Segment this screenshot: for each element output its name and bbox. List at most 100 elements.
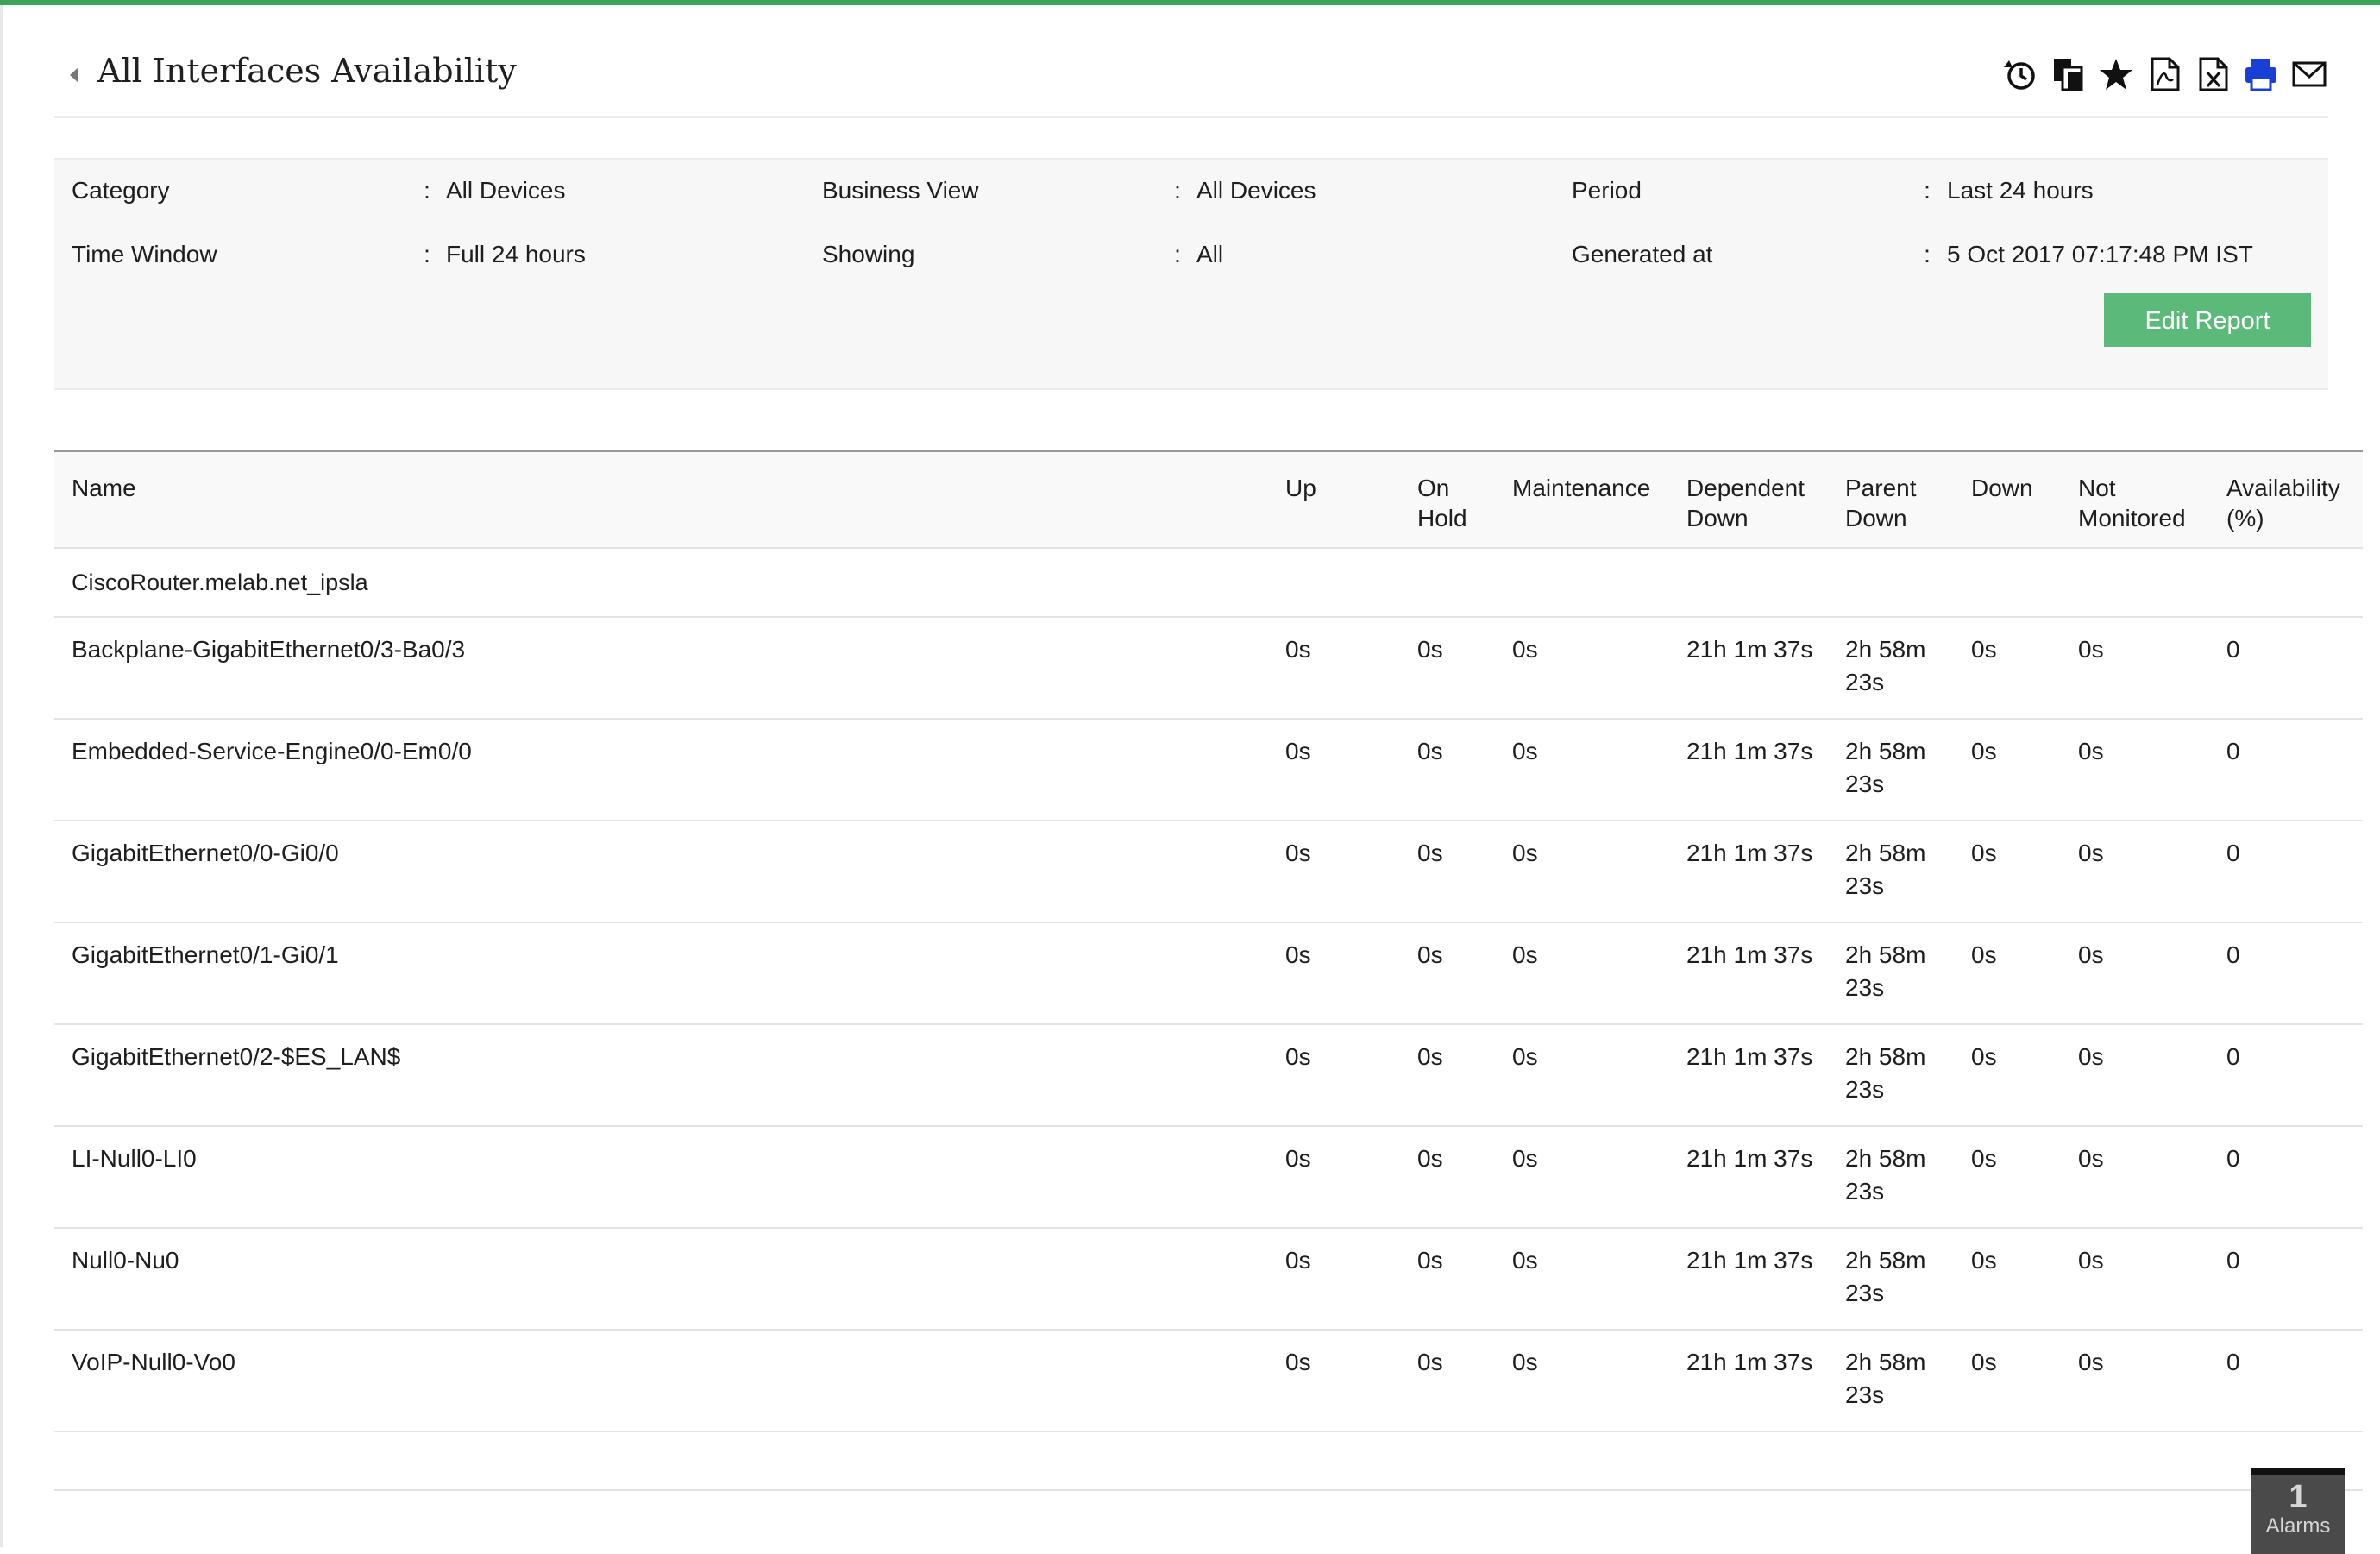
cell-parent-down: 2h 58m 23s	[1845, 840, 1926, 899]
cell-name[interactable]: Embedded-Service-Engine0/0-Em0/0	[72, 738, 472, 764]
favorite-star-icon[interactable]	[2097, 53, 2135, 95]
left-edge	[0, 5, 3, 1547]
cell-up: 0s	[1285, 1145, 1311, 1172]
cell-maintenance: 0s	[1512, 1349, 1538, 1375]
cell-maintenance: 0s	[1512, 636, 1538, 663]
cell-availability: 0	[2226, 1145, 2240, 1172]
cell-down: 0s	[1971, 941, 1997, 968]
colon: :	[424, 241, 430, 267]
cell-down: 0s	[1971, 738, 1997, 764]
generated-at-value: 5 Oct 2017 07:17:48 PM IST	[1947, 241, 2253, 267]
table-row[interactable]: Embedded-Service-Engine0/0-Em0/0 0s 0s 0s 21…	[54, 720, 2363, 821]
cell-name[interactable]: VoIP-Null0-Vo0	[72, 1349, 235, 1375]
cell-dependent-down: 21h 1m 37s	[1686, 941, 1813, 968]
cell-down: 0s	[1971, 1349, 1997, 1375]
cell-not-monitored: 0s	[2078, 1043, 2104, 1070]
cell-up: 0s	[1285, 840, 1311, 866]
cell-name[interactable]: LI-Null0-LI0	[72, 1145, 197, 1172]
cell-name[interactable]: Null0-Nu0	[72, 1247, 179, 1274]
column-header-on-hold[interactable]: On Hold	[1417, 475, 1467, 532]
cell-up: 0s	[1285, 738, 1311, 764]
category-label: Category	[72, 177, 170, 204]
table-footer-divider	[54, 1489, 2363, 1491]
colon: :	[1924, 241, 1931, 267]
cell-not-monitored: 0s	[2078, 1145, 2104, 1172]
column-header-up[interactable]: Up	[1285, 475, 1316, 501]
cell-not-monitored: 0s	[2078, 1247, 2104, 1274]
cell-dependent-down: 21h 1m 37s	[1686, 1349, 1813, 1375]
alarms-label: Alarms	[2265, 1514, 2331, 1538]
cell-name[interactable]: GigabitEthernet0/2-$ES_LAN$	[72, 1043, 401, 1070]
time-window-value: Full 24 hours	[446, 241, 586, 267]
cell-down: 0s	[1971, 1145, 1997, 1172]
column-header-not-monitored[interactable]: Not Monitored	[2078, 475, 2186, 532]
cell-name[interactable]: GigabitEthernet0/1-Gi0/1	[72, 941, 339, 968]
export-pdf-icon[interactable]	[2145, 53, 2183, 95]
colon: :	[1174, 241, 1181, 267]
cell-maintenance: 0s	[1512, 1145, 1538, 1172]
cell-up: 0s	[1285, 636, 1311, 663]
table-row[interactable]: LI-Null0-LI0 0s 0s 0s 21h 1m 37s 2h 58m 23s 0s…	[54, 1127, 2363, 1229]
edit-report-button[interactable]: Edit Report	[2104, 293, 2311, 347]
colon: :	[424, 177, 430, 204]
export-excel-icon[interactable]	[2194, 53, 2232, 95]
table-row[interactable]: GigabitEthernet0/1-Gi0/1 0s 0s 0s 21h 1m 37s…	[54, 923, 2363, 1025]
column-header-down[interactable]: Down	[1971, 475, 2033, 501]
cell-availability: 0	[2226, 1043, 2240, 1070]
column-header-dependent-down[interactable]: Dependent Down	[1686, 475, 1805, 532]
alarms-widget[interactable]: 1 Alarms	[2251, 1468, 2345, 1554]
table-row[interactable]: Backplane-GigabitEthernet0/3-Ba0/3 0s 0s 0s…	[54, 618, 2363, 720]
copy-icon[interactable]	[2049, 53, 2087, 95]
period-value: Last 24 hours	[1947, 177, 2094, 204]
cell-not-monitored: 0s	[2078, 738, 2104, 764]
back-arrow-icon[interactable]	[70, 67, 78, 83]
availability-table: Name Up On Hold Maintenance Dependent Do…	[54, 450, 2363, 1432]
top-accent-bar	[0, 0, 2380, 5]
table-row[interactable]: GigabitEthernet0/2-$ES_LAN$ 0s 0s 0s 21h 1m …	[54, 1025, 2363, 1127]
email-icon[interactable]	[2290, 53, 2328, 95]
showing-label: Showing	[822, 241, 915, 267]
cell-name[interactable]: GigabitEthernet0/0-Gi0/0	[72, 840, 339, 866]
cell-parent-down: 2h 58m 23s	[1845, 1349, 1926, 1408]
cell-parent-down: 2h 58m 23s	[1845, 1043, 1926, 1103]
cell-on-hold: 0s	[1417, 738, 1443, 764]
category-value: All Devices	[446, 177, 566, 204]
cell-availability: 0	[2226, 840, 2240, 866]
column-header-parent-down[interactable]: Parent Down	[1845, 475, 1917, 532]
cell-availability: 0	[2226, 636, 2240, 663]
cell-maintenance: 0s	[1512, 840, 1538, 866]
schedule-icon[interactable]	[2000, 53, 2038, 95]
column-header-maintenance[interactable]: Maintenance	[1512, 475, 1651, 501]
cell-on-hold: 0s	[1417, 840, 1443, 866]
cell-parent-down: 2h 58m 23s	[1845, 636, 1926, 695]
cell-dependent-down: 21h 1m 37s	[1686, 1145, 1813, 1172]
cell-dependent-down: 21h 1m 37s	[1686, 840, 1813, 866]
filter-row-2: Time Window : Full 24 hours Showing : Al…	[54, 241, 2328, 275]
cell-availability: 0	[2226, 1349, 2240, 1375]
device-group-name: CiscoRouter.melab.net_ipsla	[72, 569, 368, 595]
page-title: All Interfaces Availability	[97, 52, 517, 90]
cell-maintenance: 0s	[1512, 941, 1538, 968]
table-row[interactable]: GigabitEthernet0/0-Gi0/0 0s 0s 0s 21h 1m 37s…	[54, 821, 2363, 923]
colon: :	[1174, 177, 1181, 204]
cell-maintenance: 0s	[1512, 1043, 1538, 1070]
business-view-value: All Devices	[1196, 177, 1316, 204]
table-row[interactable]: Null0-Nu0 0s 0s 0s 21h 1m 37s 2h 58m 23s 0s 0s 0	[54, 1229, 2363, 1331]
cell-dependent-down: 21h 1m 37s	[1686, 1043, 1813, 1070]
cell-not-monitored: 0s	[2078, 840, 2104, 866]
period-label: Period	[1572, 177, 1642, 204]
cell-on-hold: 0s	[1417, 1043, 1443, 1070]
alarm-count: 1	[2289, 1479, 2308, 1515]
cell-name[interactable]: Backplane-GigabitEthernet0/3-Ba0/3	[72, 636, 466, 663]
cell-availability: 0	[2226, 941, 2240, 968]
column-header-name[interactable]: Name	[72, 475, 136, 501]
cell-availability: 0	[2226, 1247, 2240, 1274]
cell-up: 0s	[1285, 1349, 1311, 1375]
table-row[interactable]: VoIP-Null0-Vo0 0s 0s 0s 21h 1m 37s 2h 58m 23s…	[54, 1331, 2363, 1432]
print-icon[interactable]	[2242, 53, 2280, 95]
report-toolbar	[2000, 53, 2328, 95]
device-group-row[interactable]: CiscoRouter.melab.net_ipsla	[54, 549, 2363, 618]
column-header-availability[interactable]: Availability (%)	[2226, 475, 2340, 532]
cell-on-hold: 0s	[1417, 636, 1443, 663]
showing-value: All	[1196, 241, 1224, 267]
